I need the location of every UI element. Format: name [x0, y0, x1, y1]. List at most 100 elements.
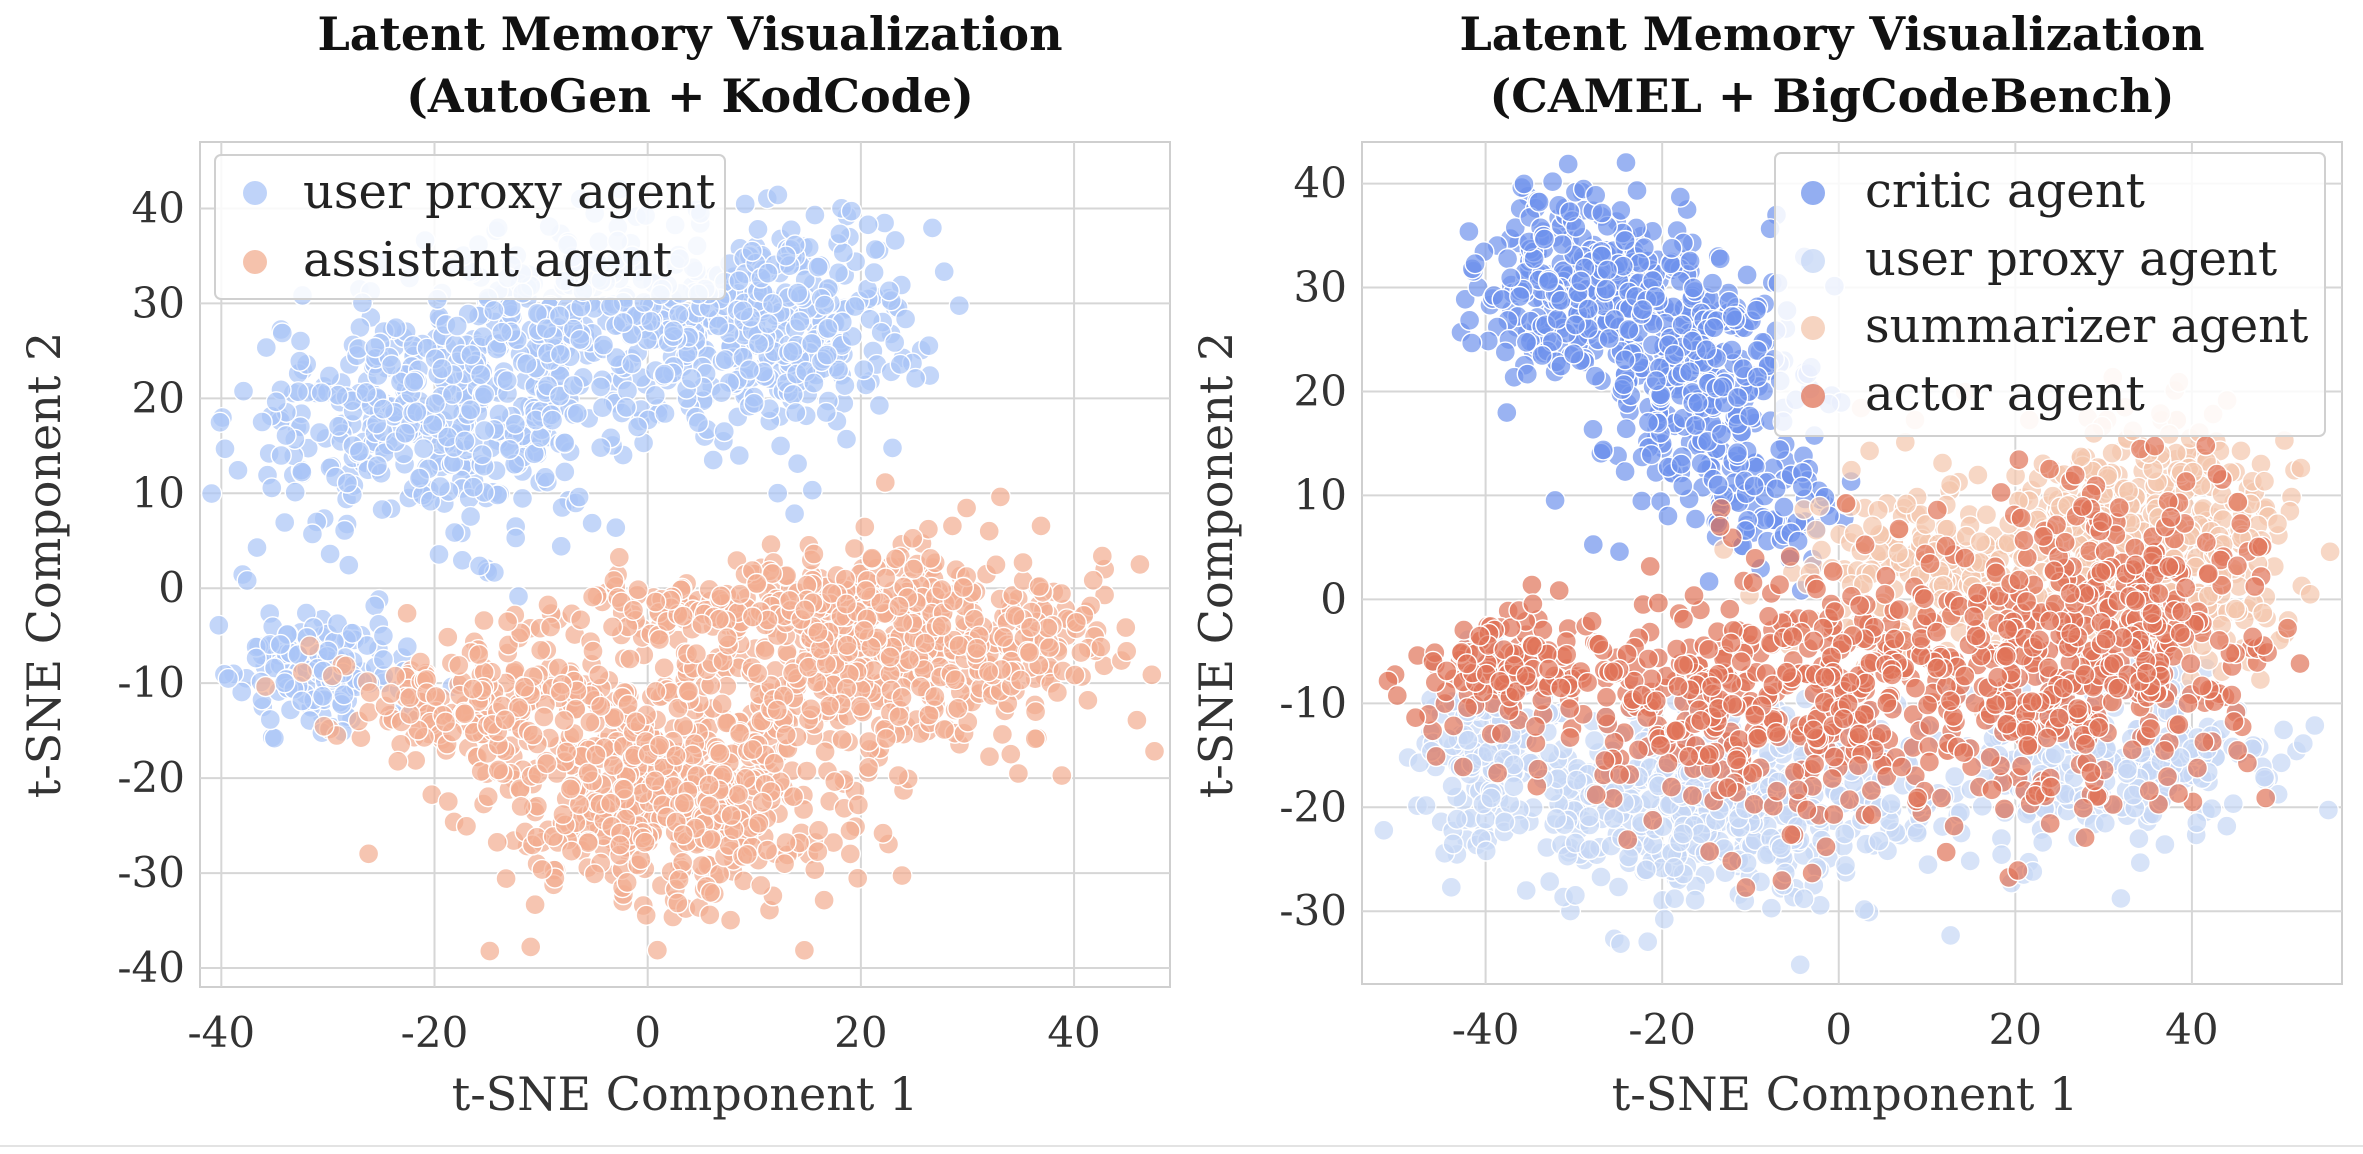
- scatter-point: [473, 609, 495, 632]
- scatter-point: [387, 750, 409, 772]
- scatter-point: [1475, 840, 1497, 862]
- scatter-point: [2230, 440, 2252, 462]
- scatter-point: [1969, 531, 1992, 553]
- scatter-point: [1598, 327, 1620, 350]
- scatter-point: [855, 579, 877, 602]
- scatter-point: [746, 662, 769, 685]
- scatter-point: [291, 461, 313, 483]
- scatter-point: [640, 310, 662, 333]
- scatter-point: [1090, 636, 1112, 658]
- scatter-point: [372, 398, 394, 420]
- y-tick-label: -20: [117, 753, 185, 802]
- scatter-point: [592, 334, 615, 356]
- scatter-point: [289, 350, 311, 372]
- x-tick-label: -40: [187, 1008, 255, 1057]
- y-tick-label: -40: [117, 943, 185, 992]
- scatter-point: [1678, 361, 1701, 383]
- scatter-point: [840, 200, 863, 222]
- scatter-point: [947, 697, 969, 720]
- scatter-point: [793, 939, 816, 961]
- scatter-point: [494, 709, 516, 731]
- scatter-point: [872, 822, 894, 844]
- scatter-point: [709, 742, 731, 765]
- scatter-point: [736, 843, 758, 866]
- scatter-point: [372, 625, 395, 647]
- scatter-point: [1615, 151, 1637, 174]
- scatter-point: [477, 786, 499, 808]
- scatter-point: [727, 783, 750, 806]
- scatter-point: [933, 261, 955, 283]
- scatter-point: [1789, 954, 1811, 976]
- scatter-point: [425, 685, 447, 708]
- scatter-point: [878, 280, 900, 302]
- scatter-point: [621, 353, 643, 375]
- scatter-point: [1607, 876, 1630, 898]
- scatter-point: [1661, 237, 1683, 260]
- scatter-point: [672, 851, 694, 874]
- scatter-point: [1050, 582, 1073, 605]
- chart-title: Latent Memory Visualization: [1459, 7, 2204, 61]
- scatter-point: [687, 412, 710, 434]
- scatter-point: [1115, 616, 1137, 639]
- scatter-point: [1531, 344, 1553, 367]
- scatter-point: [385, 317, 407, 339]
- scatter-point: [861, 547, 883, 569]
- scatter-point: [510, 795, 532, 818]
- scatter-point: [1579, 838, 1601, 861]
- scatter-point: [605, 517, 627, 539]
- scatter-point: [1591, 202, 1613, 224]
- scatter-point: [955, 497, 978, 519]
- scatter-point: [566, 402, 588, 424]
- scatter-point: [1028, 575, 1051, 598]
- scatter-point: [1538, 870, 1561, 893]
- scatter-point: [549, 343, 572, 366]
- scatter-point: [857, 756, 880, 779]
- scatter-point: [227, 459, 249, 481]
- scatter-point: [978, 746, 1001, 768]
- scatter-point: [1000, 743, 1022, 765]
- scatter-point: [408, 467, 431, 489]
- scatter-point: [230, 681, 253, 703]
- scatter-point: [615, 396, 637, 419]
- scatter-point: [863, 261, 885, 284]
- scatter-point: [839, 843, 861, 865]
- scatter-point: [690, 854, 713, 877]
- scatter-point: [747, 333, 770, 355]
- scatter-point: [336, 472, 359, 494]
- scatter-point: [1684, 889, 1706, 911]
- scatter-point: [1596, 259, 1619, 281]
- scatter-point: [609, 834, 631, 856]
- scatter-point: [310, 382, 332, 404]
- scatter-point: [691, 613, 713, 636]
- scatter-point: [1584, 184, 1607, 207]
- scatter-point: [757, 262, 779, 284]
- scatter-point: [1126, 709, 1148, 731]
- scatter-point: [829, 223, 851, 245]
- scatter-point: [1663, 888, 1686, 910]
- scatter-point: [291, 661, 314, 684]
- scatter-point: [569, 328, 591, 351]
- scatter-point: [1773, 496, 1795, 518]
- legend-label-user-proxy-agent: user proxy agent: [303, 164, 715, 220]
- scatter-point: [498, 438, 521, 461]
- scatter-point: [891, 864, 913, 887]
- scatter-point: [626, 416, 649, 438]
- scatter-point: [217, 667, 240, 690]
- scatter-point: [783, 503, 806, 525]
- scatter-point: [265, 391, 287, 413]
- y-tick-label: 30: [132, 278, 185, 327]
- scatter-point: [496, 370, 518, 392]
- scatter-point: [1672, 475, 1694, 497]
- scatter-point: [1030, 515, 1052, 537]
- scatter-point: [405, 749, 427, 772]
- scatter-point: [1614, 460, 1636, 483]
- scatter-point: [775, 245, 797, 267]
- scatter-point: [818, 695, 841, 717]
- scatter-point: [1557, 153, 1579, 175]
- scatter-point: [804, 204, 826, 226]
- scatter-point: [738, 359, 760, 381]
- scatter-point: [1743, 475, 1765, 497]
- series-user-proxy-agent: [200, 178, 970, 749]
- scatter-point: [581, 586, 604, 608]
- scatter-point: [741, 606, 764, 628]
